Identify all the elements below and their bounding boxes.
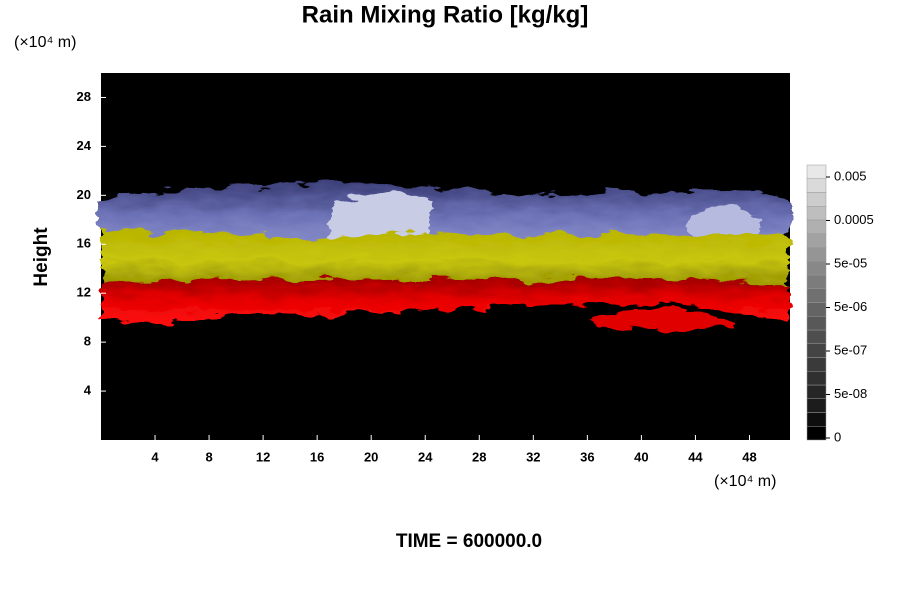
y-tick-label: 4	[84, 383, 92, 398]
colorbar-label: 0.0005	[834, 212, 874, 227]
y-unit: (×10⁴ m)	[14, 34, 76, 51]
colorbar-level	[806, 412, 827, 427]
colorbar-level	[806, 164, 827, 179]
y-tick-label: 20	[77, 187, 91, 202]
x-unit: (×10⁴ m)	[714, 473, 776, 490]
colorbar-level	[806, 426, 827, 441]
colorbar-level	[806, 302, 827, 317]
colorbar-level	[806, 178, 827, 193]
colorbar-label: 0.005	[834, 168, 867, 183]
field-lower	[101, 278, 790, 323]
x-tick-label: 48	[742, 449, 756, 464]
time-label: TIME = 600000.0	[396, 531, 542, 552]
x-tick-label: 36	[580, 449, 594, 464]
x-tick-label: 12	[256, 449, 270, 464]
colorbar-level	[806, 398, 827, 413]
colorbar-level	[806, 274, 827, 289]
x-tick-label: 32	[526, 449, 540, 464]
colorbar-level	[806, 247, 827, 262]
field-upper	[101, 183, 790, 245]
colorbar-level	[806, 316, 827, 331]
x-tick-label: 20	[364, 449, 378, 464]
y-tick-label: 12	[77, 285, 91, 300]
x-tick-label: 24	[418, 449, 433, 464]
colorbar-label: 5e-08	[834, 386, 867, 401]
y-tick-label: 16	[77, 236, 91, 251]
x-tick-label: 28	[472, 449, 486, 464]
colorbar-level	[806, 329, 827, 344]
colorbar-label: 5e-06	[834, 299, 867, 314]
plot-area	[101, 73, 790, 440]
colorbar-label: 0	[834, 429, 841, 444]
colorbar-level	[806, 357, 827, 372]
y-axis-label: Height	[31, 227, 52, 287]
chart-title: Rain Mixing Ratio [kg/kg]	[302, 1, 589, 28]
x-tick-label: 4	[151, 449, 159, 464]
colorbar-level	[806, 233, 827, 248]
colorbar-level	[806, 192, 827, 207]
y-tick-label: 28	[77, 89, 91, 104]
colorbar-label: 5e-07	[834, 342, 867, 357]
colorbar-level	[806, 371, 827, 386]
colorbar-level	[806, 288, 827, 303]
field	[101, 183, 790, 331]
colorbar-level	[806, 384, 827, 399]
colorbar-level	[806, 206, 827, 221]
colorbar-level	[806, 219, 827, 234]
x-tick-label: 8	[205, 449, 212, 464]
y-tick-label: 24	[77, 138, 92, 153]
y-tick-label: 8	[84, 334, 91, 349]
x-tick-label: 16	[310, 449, 324, 464]
x-tick-label: 40	[634, 449, 648, 464]
x-tick-label: 44	[688, 449, 703, 464]
colorbar-level	[806, 261, 827, 276]
colorbar-label: 5e-05	[834, 255, 867, 270]
field-patch	[590, 308, 735, 331]
field-middle	[101, 230, 790, 289]
colorbar-level	[806, 343, 827, 358]
